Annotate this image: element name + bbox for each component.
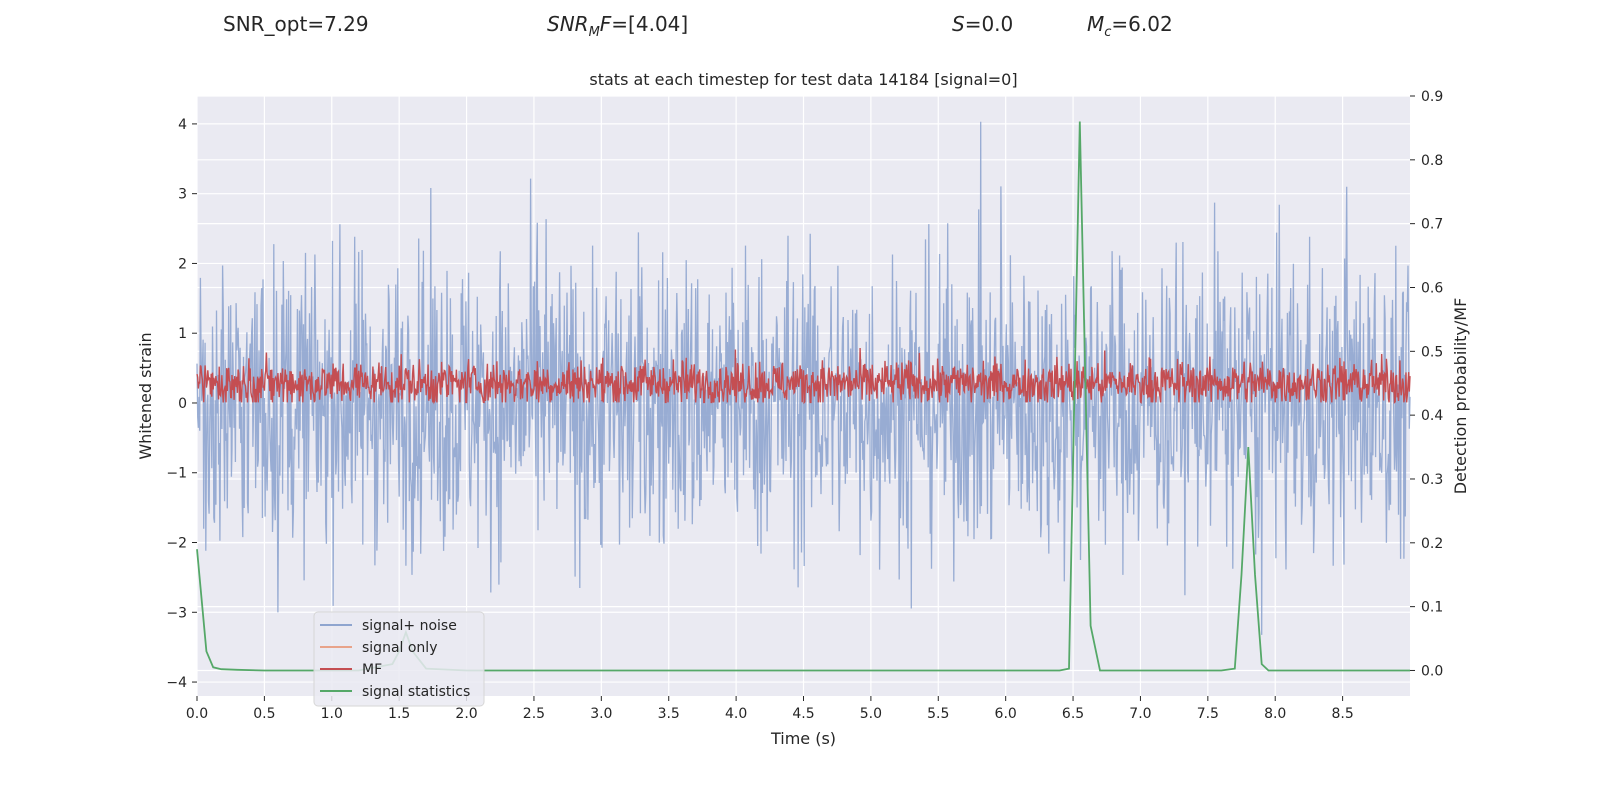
x-tick-label: 6.5 — [1062, 706, 1084, 722]
y-right-tick-label: 0.3 — [1421, 472, 1443, 488]
y-axis-right-label: Detection probability/MF — [1451, 298, 1470, 495]
legend-label: signal only — [362, 640, 437, 656]
x-tick-label: 4.5 — [792, 706, 814, 722]
y-tick-label: 2 — [178, 256, 187, 272]
y-tick-label: 1 — [178, 326, 187, 342]
y-right-tick-label: 0.4 — [1421, 408, 1443, 424]
x-tick-label: 5.5 — [927, 706, 949, 722]
legend-box — [313, 611, 485, 707]
y-tick-label: 4 — [178, 117, 187, 133]
x-tick-label: 0.5 — [253, 706, 275, 722]
y-right-tick-label: 0.0 — [1421, 663, 1443, 679]
y-axis-right-ticks: 0.9 0.8 0.7 0.6 0.5 0.4 0.3 0.2 0.1 0.0 — [1410, 89, 1443, 679]
snr-mf-label: SNRMF=[4.04] — [547, 12, 689, 40]
legend-label: signal+ noise — [362, 618, 457, 634]
chart-title: stats at each timestep for test data 141… — [589, 70, 1017, 89]
x-axis-ticks: 0.0 0.5 1.0 1.5 2.0 2.5 3.0 3.5 4.0 4.5 5.0 5.5 6.0 6… — [186, 696, 1354, 722]
mf-series — [196, 347, 1411, 405]
y-tick-label: −1 — [166, 466, 187, 482]
y-right-tick-label: 0.8 — [1421, 153, 1443, 169]
y-tick-label: −3 — [166, 605, 187, 621]
y-tick-label: 0 — [178, 396, 187, 412]
x-tick-label: 7.0 — [1129, 706, 1151, 722]
legend-label: signal statistics — [362, 684, 470, 700]
x-tick-label: 0.0 — [186, 706, 208, 722]
y-axis-left-ticks: 4 3 2 1 0 −1 −2 −3 −4 — [166, 117, 197, 691]
y-right-tick-label: 0.1 — [1421, 600, 1443, 616]
y-right-tick-label: 0.7 — [1421, 217, 1443, 233]
snr-opt-label: SNR_opt=7.29 — [223, 12, 369, 36]
mc-label: Mc=6.02 — [1087, 12, 1173, 40]
y-right-tick-label: 0.9 — [1421, 89, 1443, 105]
x-tick-label: 8.0 — [1264, 706, 1286, 722]
x-tick-label: 5.0 — [860, 706, 882, 722]
legend: signal+ noise signal only MF signal statist… — [313, 611, 485, 707]
x-tick-label: 1.5 — [388, 706, 410, 722]
signal-statistics-series — [196, 121, 1410, 672]
x-tick-label: 6.0 — [995, 706, 1017, 722]
x-tick-label: 2.0 — [455, 706, 477, 722]
x-tick-label: 4.0 — [725, 706, 747, 722]
x-tick-label: 1.0 — [321, 706, 343, 722]
y-tick-label: −4 — [166, 675, 187, 691]
x-tick-label: 3.5 — [658, 706, 680, 722]
x-tick-label: 3.0 — [590, 706, 612, 722]
y-right-tick-label: 0.6 — [1421, 280, 1443, 296]
y-right-tick-label: 0.5 — [1421, 344, 1443, 360]
x-tick-label: 7.5 — [1197, 706, 1219, 722]
signal-statistics-line — [196, 121, 1410, 672]
x-tick-label: 8.5 — [1331, 706, 1353, 722]
y-tick-label: −2 — [166, 536, 187, 552]
mf-line — [196, 347, 1411, 405]
legend-label: MF — [362, 662, 382, 678]
y-right-tick-label: 0.2 — [1421, 536, 1443, 552]
x-axis-label: Time (s) — [770, 729, 836, 748]
y-tick-label: 3 — [178, 187, 187, 203]
y-axis-label: Whitened strain — [136, 332, 155, 459]
x-tick-label: 2.5 — [523, 706, 545, 722]
s-label: S=0.0 — [952, 12, 1014, 36]
